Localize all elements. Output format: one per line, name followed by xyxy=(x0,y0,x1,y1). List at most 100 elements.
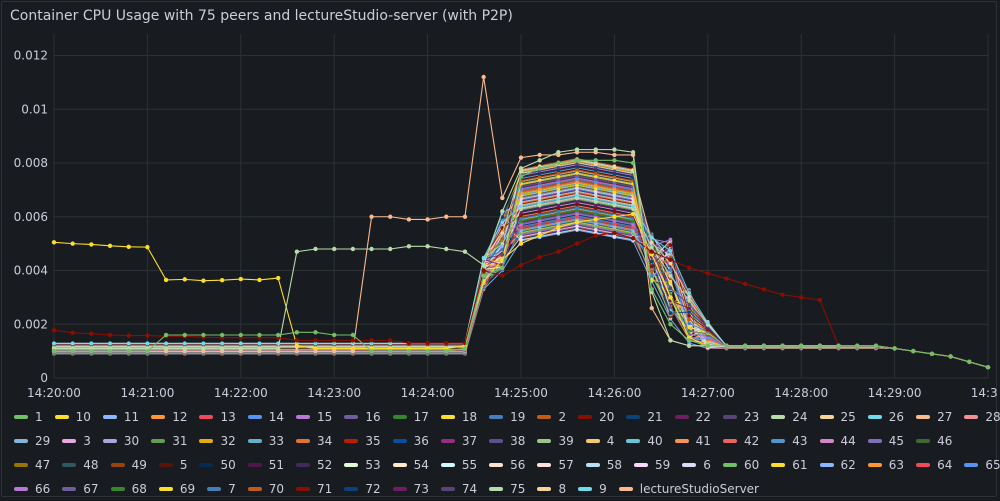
legend-label: 1 xyxy=(35,410,43,424)
legend-item-34[interactable]: 34 xyxy=(296,434,332,448)
legend-item-54[interactable]: 54 xyxy=(392,458,429,472)
legend-item-3[interactable]: 3 xyxy=(62,434,91,448)
legend-item-14[interactable]: 14 xyxy=(247,410,284,424)
legend-item-74[interactable]: 74 xyxy=(440,482,477,496)
legend-item-49[interactable]: 49 xyxy=(110,458,147,472)
legend-item-68[interactable]: 68 xyxy=(110,482,147,496)
legend-item-25[interactable]: 25 xyxy=(819,410,856,424)
legend-item-19[interactable]: 19 xyxy=(489,410,525,424)
legend-label: 10 xyxy=(75,410,91,424)
data-point xyxy=(406,340,412,346)
legend-item-21[interactable]: 21 xyxy=(626,410,663,424)
y-tick-label: 0.006 xyxy=(14,210,48,224)
legend-item-62[interactable]: 62 xyxy=(819,458,856,472)
legend-item-40[interactable]: 40 xyxy=(626,434,663,448)
legend-item-9[interactable]: 9 xyxy=(578,482,607,496)
legend-item-16[interactable]: 16 xyxy=(344,410,381,424)
data-point xyxy=(593,168,598,173)
legend-item-61[interactable]: 61 xyxy=(771,458,808,472)
data-point xyxy=(631,204,635,208)
legend-item-37[interactable]: 37 xyxy=(440,434,477,448)
legend-item-41[interactable]: 41 xyxy=(674,434,711,448)
legend-item-65[interactable]: 65 xyxy=(964,458,1000,472)
legend-item-50[interactable]: 50 xyxy=(199,458,236,472)
data-point xyxy=(294,330,300,335)
legend-item-51[interactable]: 51 xyxy=(247,458,284,472)
legend-item-66[interactable]: 66 xyxy=(14,482,50,496)
legend-item-52[interactable]: 52 xyxy=(296,458,332,472)
legend-item-11[interactable]: 11 xyxy=(102,410,139,424)
legend-item-32[interactable]: 32 xyxy=(199,434,236,448)
legend-item-1[interactable]: 1 xyxy=(14,410,43,424)
legend-item-8[interactable]: 8 xyxy=(537,482,566,496)
data-point xyxy=(631,222,635,227)
legend-item-10[interactable]: 10 xyxy=(54,410,91,424)
legend-item-72[interactable]: 72 xyxy=(344,482,381,496)
legend-item-35[interactable]: 35 xyxy=(344,434,381,448)
legend-swatch xyxy=(489,439,504,443)
legend-item-60[interactable]: 60 xyxy=(722,458,759,472)
legend-item-7[interactable]: 7 xyxy=(207,482,236,496)
legend-item-55[interactable]: 55 xyxy=(440,458,477,472)
legend-item-64[interactable]: 64 xyxy=(916,458,952,472)
legend-item-46[interactable]: 46 xyxy=(916,434,952,448)
legend-item-lectureStudioServer[interactable]: lectureStudioServer xyxy=(618,482,759,496)
legend-item-56[interactable]: 56 xyxy=(489,458,525,472)
legend-item-57[interactable]: 57 xyxy=(537,458,574,472)
legend-item-31[interactable]: 31 xyxy=(151,434,187,448)
legend-item-43[interactable]: 43 xyxy=(771,434,808,448)
legend-item-15[interactable]: 15 xyxy=(296,410,332,424)
data-point xyxy=(556,203,561,207)
legend-item-24[interactable]: 24 xyxy=(771,410,808,424)
data-point xyxy=(556,190,561,194)
legend-item-59[interactable]: 59 xyxy=(634,458,670,472)
legend-item-39[interactable]: 39 xyxy=(537,434,574,448)
legend-item-69[interactable]: 69 xyxy=(158,482,195,496)
legend-item-20[interactable]: 20 xyxy=(578,410,614,424)
legend-item-17[interactable]: 17 xyxy=(392,410,429,424)
data-point xyxy=(668,248,673,253)
data-point xyxy=(444,348,449,354)
legend-item-53[interactable]: 53 xyxy=(344,458,381,472)
legend-item-63[interactable]: 63 xyxy=(867,458,904,472)
legend-item-18[interactable]: 18 xyxy=(440,410,477,424)
legend-item-45[interactable]: 45 xyxy=(867,434,904,448)
legend-item-48[interactable]: 48 xyxy=(62,458,99,472)
data-point xyxy=(574,147,580,152)
legend-item-70[interactable]: 70 xyxy=(247,482,284,496)
legend-item-30[interactable]: 30 xyxy=(102,434,139,448)
legend-item-67[interactable]: 67 xyxy=(62,482,99,496)
legend-item-47[interactable]: 47 xyxy=(14,458,50,472)
data-point xyxy=(201,346,206,351)
legend-item-44[interactable]: 44 xyxy=(819,434,856,448)
legend-item-13[interactable]: 13 xyxy=(199,410,236,424)
legend-item-73[interactable]: 73 xyxy=(392,482,429,496)
legend-label: 2 xyxy=(558,410,567,424)
legend-item-58[interactable]: 58 xyxy=(585,458,622,472)
legend-item-22[interactable]: 22 xyxy=(674,410,711,424)
legend-item-33[interactable]: 33 xyxy=(247,434,284,448)
legend-item-27[interactable]: 27 xyxy=(916,410,952,424)
legend-item-28[interactable]: 28 xyxy=(964,410,1000,424)
data-point xyxy=(518,241,524,246)
legend-item-23[interactable]: 23 xyxy=(722,410,759,424)
legend-item-36[interactable]: 36 xyxy=(392,434,429,448)
y-tick-label: 0.002 xyxy=(14,317,48,331)
legend-item-71[interactable]: 71 xyxy=(296,482,332,496)
legend-item-42[interactable]: 42 xyxy=(722,434,759,448)
legend-item-75[interactable]: 75 xyxy=(489,482,525,496)
legend-item-12[interactable]: 12 xyxy=(151,410,187,424)
legend-item-5[interactable]: 5 xyxy=(158,458,187,472)
legend-item-2[interactable]: 2 xyxy=(537,410,566,424)
data-point xyxy=(556,160,561,166)
data-point xyxy=(537,219,542,223)
panel-title: Container CPU Usage with 75 peers and le… xyxy=(10,8,513,24)
data-point xyxy=(593,190,598,194)
legend-item-29[interactable]: 29 xyxy=(14,434,50,448)
legend-item-4[interactable]: 4 xyxy=(585,434,614,448)
legend-item-26[interactable]: 26 xyxy=(867,410,904,424)
data-point xyxy=(799,295,804,300)
data-point xyxy=(574,241,580,246)
legend-item-6[interactable]: 6 xyxy=(682,458,711,472)
legend-item-38[interactable]: 38 xyxy=(489,434,525,448)
